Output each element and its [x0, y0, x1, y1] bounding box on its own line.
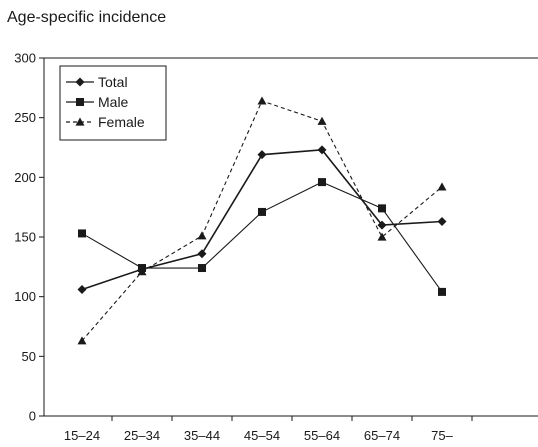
x-tick-label: 65–74 [364, 428, 400, 443]
x-tick-label: 25–34 [124, 428, 160, 443]
y-tick-label: 300 [14, 51, 36, 66]
series-line-total [81, 149, 443, 291]
x-tick-label: 15–24 [64, 428, 100, 443]
legend-item-total: Total [66, 74, 128, 90]
data-point-male [438, 287, 446, 296]
legend-marker-male [76, 98, 84, 106]
data-point-total [317, 145, 327, 155]
data-point-male [78, 229, 86, 238]
y-tick-label: 150 [14, 230, 36, 245]
data-point-female [77, 336, 87, 345]
data-point-female [377, 232, 387, 241]
x-tick-label: 45–54 [244, 428, 280, 443]
y-axis: 0 50 100 150 200 250 300 [14, 51, 44, 424]
data-point-total [377, 220, 387, 230]
legend-label-total: Total [98, 74, 128, 90]
chart-title: Age-specific incidence [7, 9, 167, 26]
legend: Total Male Female [59, 65, 167, 141]
legend-item-female: Female [66, 114, 145, 130]
series-female [77, 96, 447, 345]
legend-marker-total [75, 77, 85, 87]
data-point-total [437, 216, 447, 226]
x-tick-label: 55–64 [304, 428, 340, 443]
y-tick-label: 0 [29, 409, 36, 424]
data-point-male [258, 207, 266, 216]
legend-item-male: Male [66, 94, 129, 110]
data-point-male [378, 204, 386, 213]
x-tick-label: 35–44 [184, 428, 220, 443]
series-layer [77, 96, 447, 345]
data-point-female [197, 231, 207, 240]
data-point-male [318, 178, 326, 187]
y-tick-label: 100 [14, 289, 36, 304]
data-point-female [257, 96, 267, 105]
data-point-total [197, 249, 207, 259]
data-point-total [257, 150, 267, 160]
x-tick-label: 75– [431, 428, 453, 443]
data-point-male [198, 264, 206, 273]
legend-label-male: Male [98, 94, 129, 110]
data-point-female [437, 182, 447, 191]
series-male [78, 178, 446, 296]
y-tick-label: 200 [14, 170, 36, 185]
data-point-total [77, 285, 87, 295]
series-line-male [81, 181, 443, 293]
series-total [77, 145, 447, 295]
x-axis: 15–24 25–34 35–44 45–54 55–64 65–74 75– [64, 416, 473, 443]
y-tick-label: 50 [22, 349, 36, 364]
y-tick-label: 250 [14, 110, 36, 125]
data-point-female [137, 267, 147, 276]
data-point-female [317, 116, 327, 125]
legend-marker-female [75, 117, 85, 126]
legend-label-female: Female [98, 114, 145, 130]
